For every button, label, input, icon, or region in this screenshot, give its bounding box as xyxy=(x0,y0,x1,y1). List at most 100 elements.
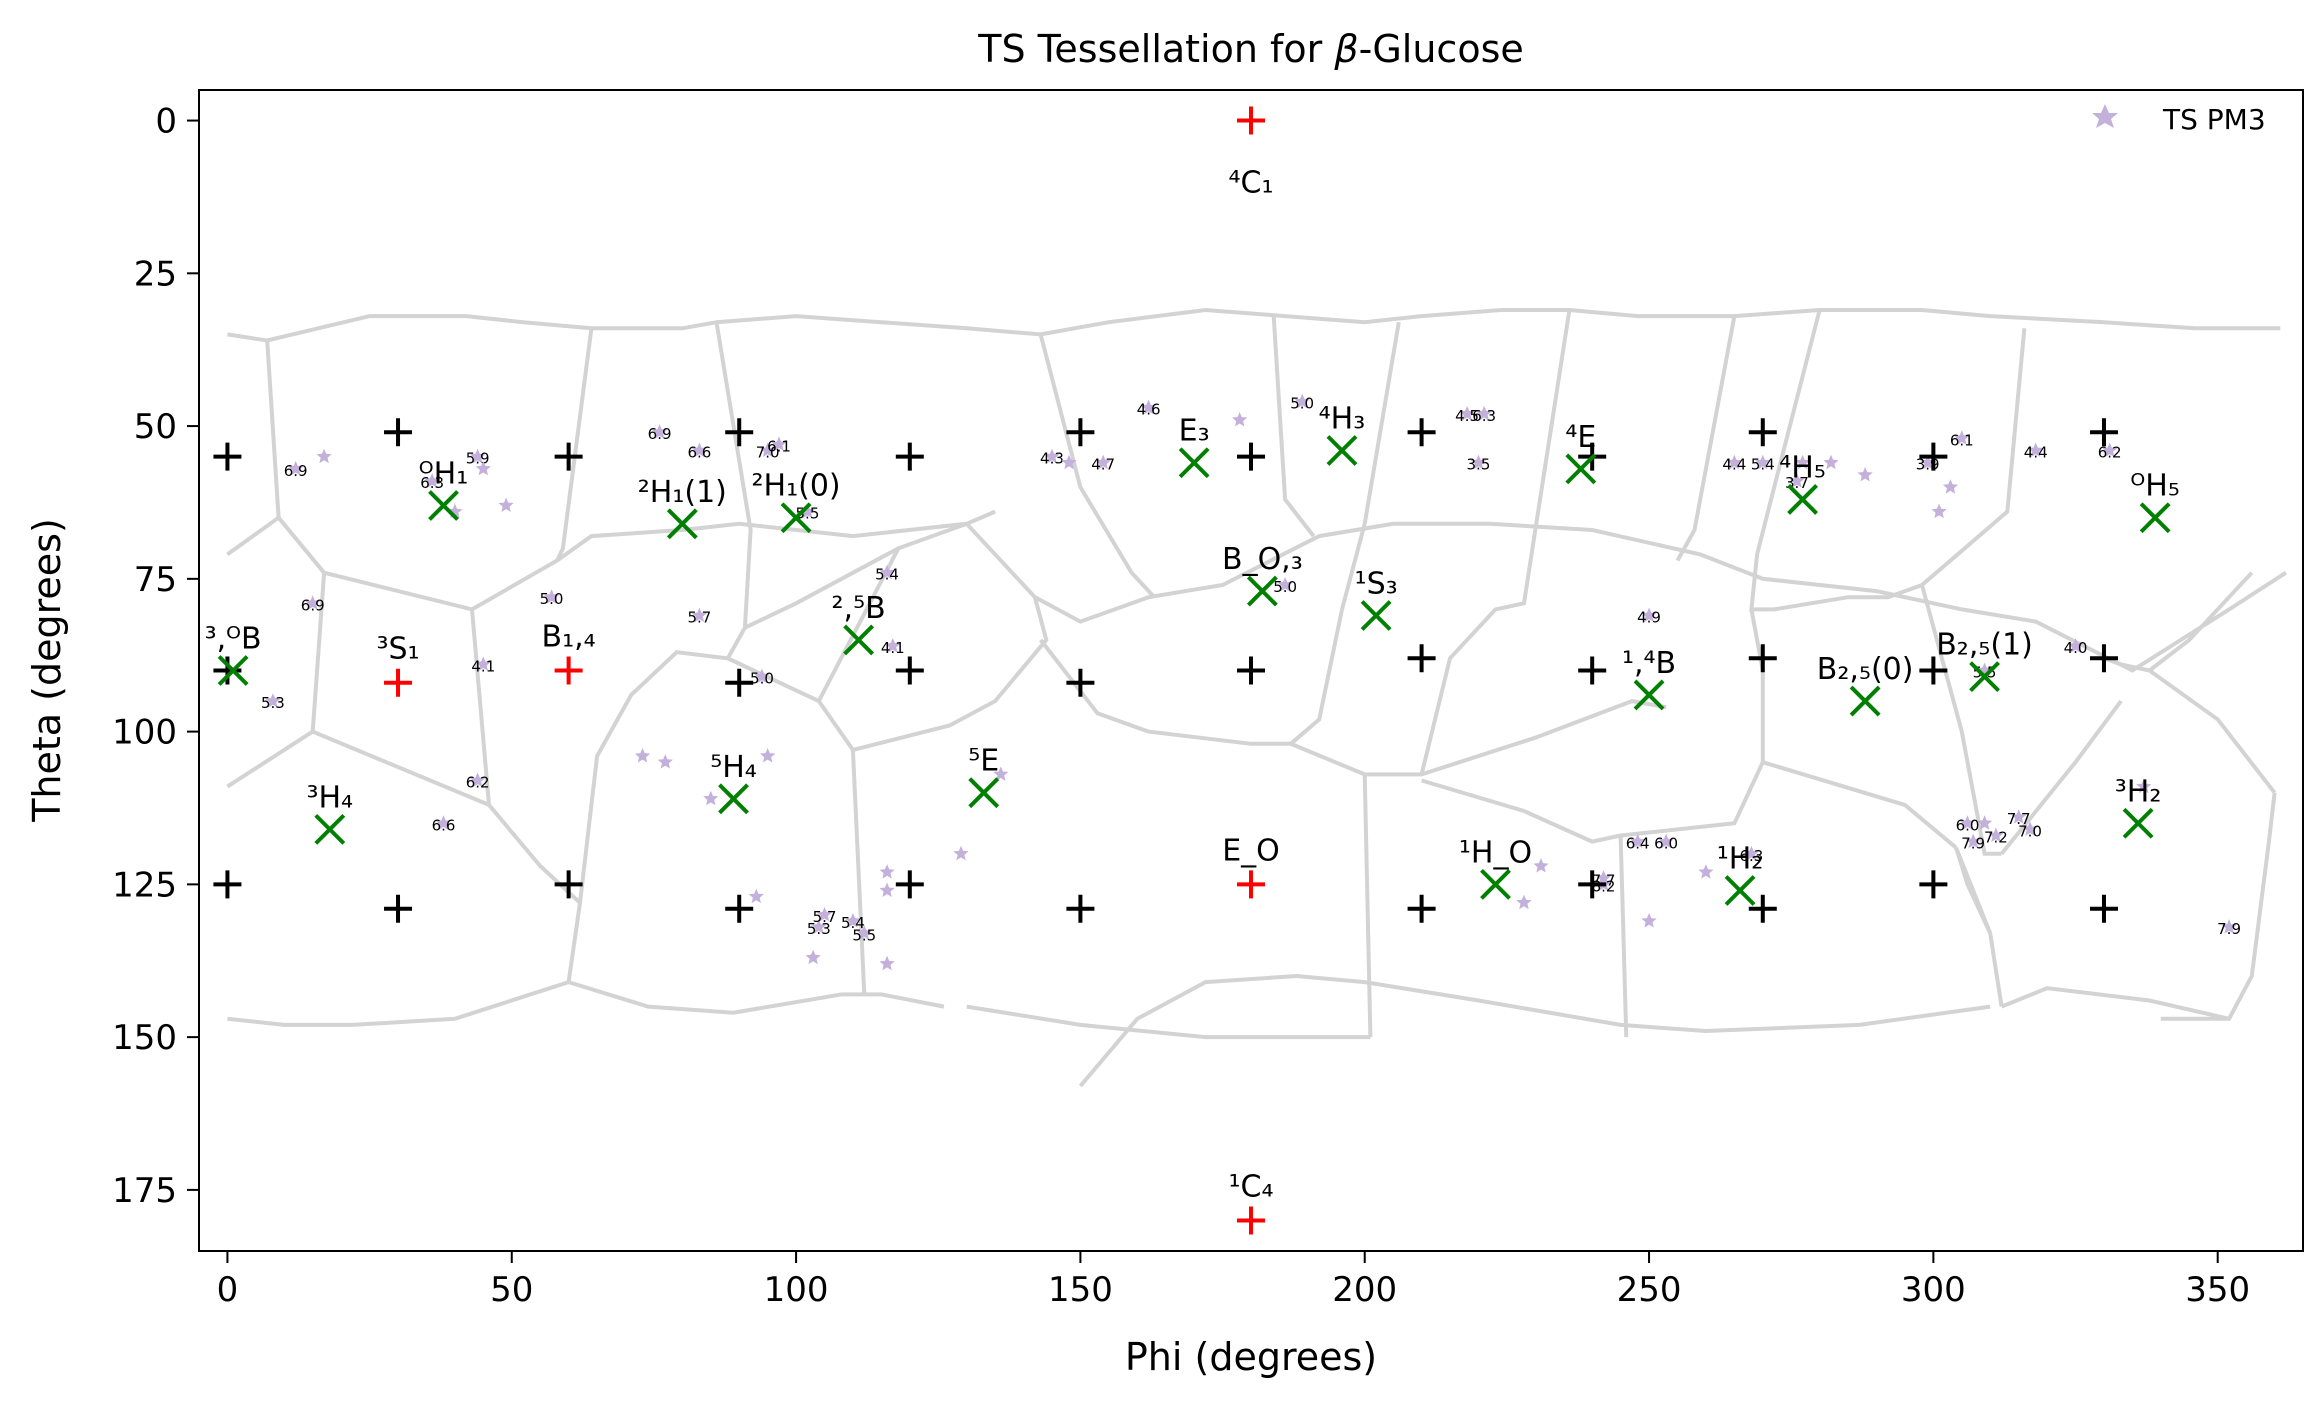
pm3-point xyxy=(1641,913,1657,928)
center-point xyxy=(384,418,413,447)
ts-label: ¹,⁴B xyxy=(1622,646,1676,681)
tessellation-edge xyxy=(1919,328,2027,856)
pole-label: ⁴C₁ xyxy=(1229,166,1274,201)
pm3-point xyxy=(2136,778,2152,794)
pm3-point xyxy=(885,638,901,653)
pm3-point xyxy=(1755,454,1771,470)
pm3-point xyxy=(2067,638,2084,653)
tessellation-edge xyxy=(227,307,2281,343)
center-point xyxy=(1919,656,1948,685)
y-axis: 0 25 50 75 100 125 150 175 xyxy=(112,102,199,1211)
center-point xyxy=(384,894,413,923)
ts-label: ³H₄ xyxy=(306,780,353,815)
pm3-energy-label: 4.5 xyxy=(1455,407,1479,425)
ts-point xyxy=(428,490,459,521)
pm3-energy-label: 5.3 xyxy=(261,694,285,712)
ts-point xyxy=(217,655,249,686)
x-tick-label: 250 xyxy=(1617,1270,1682,1310)
ts-point xyxy=(314,813,346,845)
ts-point xyxy=(780,502,812,534)
ts-point xyxy=(666,508,698,540)
ts-label: B_O,₃ xyxy=(1222,542,1303,577)
pm3-energy-label: 6.1 xyxy=(767,437,791,455)
pm3-point xyxy=(1965,833,1981,849)
pm3-point xyxy=(475,656,491,671)
ts-label: ²H₁(1) xyxy=(638,475,727,510)
y-axis-label: Theta (degrees) xyxy=(25,518,69,823)
x-tick-label: 100 xyxy=(764,1270,829,1310)
pm3-point xyxy=(1954,430,1970,445)
ts-label: ²,⁵B xyxy=(832,591,886,626)
pm3-energy-label: 4.1 xyxy=(881,639,905,657)
tessellation-edge xyxy=(1038,333,1156,599)
pm3-energy-label: 5.7 xyxy=(687,609,711,627)
pm3-point xyxy=(1533,858,1549,873)
ts-point xyxy=(1565,453,1597,485)
ts-point xyxy=(2139,502,2171,534)
pole-point xyxy=(1237,870,1265,899)
pm3-point xyxy=(856,925,872,940)
tessellation-edge xyxy=(744,521,2287,673)
ts-point xyxy=(1480,868,1511,900)
y-tick-label: 50 xyxy=(134,407,177,447)
pm3-point xyxy=(879,882,895,897)
center-point xyxy=(895,442,924,471)
pm3-point xyxy=(691,607,707,622)
pm3-point xyxy=(1095,454,1111,470)
ts-point xyxy=(2122,807,2154,839)
tessellation-edge xyxy=(1362,774,1373,1038)
pole-point xyxy=(1237,106,1265,135)
center-point xyxy=(554,870,583,899)
ts-point xyxy=(968,777,1000,809)
center-point xyxy=(1748,418,1777,447)
center-point xyxy=(1066,894,1095,923)
pm3-point xyxy=(2011,809,2027,824)
pm3-energy-label: 5.4 xyxy=(1751,456,1775,474)
pm3-point xyxy=(771,436,787,451)
y-tick-label: 0 xyxy=(155,102,177,142)
pm3-point xyxy=(845,913,861,928)
pm3-energy-label: 4.0 xyxy=(2064,639,2088,657)
x-tick-label: 150 xyxy=(1048,1270,1113,1310)
center-point xyxy=(213,656,242,685)
tessellation-edge xyxy=(1762,760,1958,850)
center-point xyxy=(1578,870,1607,899)
pm3-energy-label: 5.0 xyxy=(1273,578,1297,596)
tessellation-edge xyxy=(227,980,570,1027)
pm3-point xyxy=(1658,833,1674,849)
pm3-energy-label: 7.9 xyxy=(2217,920,2241,938)
center-point xyxy=(725,668,754,697)
legend-pm3-marker xyxy=(2092,104,2118,128)
pole-label: B₁,₄ xyxy=(542,620,596,655)
tessellation-edge xyxy=(1954,847,1993,935)
center-point xyxy=(1578,656,1607,685)
pm3-point xyxy=(691,442,707,457)
pm3-energy-label: 6.0 xyxy=(1956,816,1980,834)
pm3-energy-label: 4.6 xyxy=(1137,401,1161,419)
pm3-point xyxy=(1743,845,1759,861)
tessellation-edge xyxy=(1675,315,1737,562)
x-tick-label: 300 xyxy=(1901,1270,1966,1310)
pm3-energy-label: 6.9 xyxy=(648,425,672,443)
pm3-energy-label: 6.2 xyxy=(466,773,490,791)
pm3-energy-label: 6.9 xyxy=(301,596,325,614)
tessellation-edge xyxy=(1078,973,1991,1088)
x-tick-label: 200 xyxy=(1332,1270,1397,1310)
y-tick-label: 150 xyxy=(112,1018,177,1058)
pm3-point xyxy=(748,888,764,904)
pm3-point xyxy=(424,473,440,488)
pm3-point xyxy=(316,448,332,464)
pm3-energy-label: 5.9 xyxy=(466,450,490,468)
chart-title: TS Tessellation for β-Glucose xyxy=(977,27,1524,71)
tessellation-edge xyxy=(470,609,945,1015)
pm3-point xyxy=(1931,503,1947,519)
pm3-point xyxy=(799,503,816,519)
pm3-energy-label: 5.0 xyxy=(540,590,564,608)
pm3-energy-label: 6.1 xyxy=(1950,431,1974,449)
tessellation-edge xyxy=(1419,529,1538,775)
legend: TS PM3 xyxy=(2092,103,2266,136)
center-point xyxy=(895,656,924,685)
ts-point xyxy=(1360,600,1392,631)
